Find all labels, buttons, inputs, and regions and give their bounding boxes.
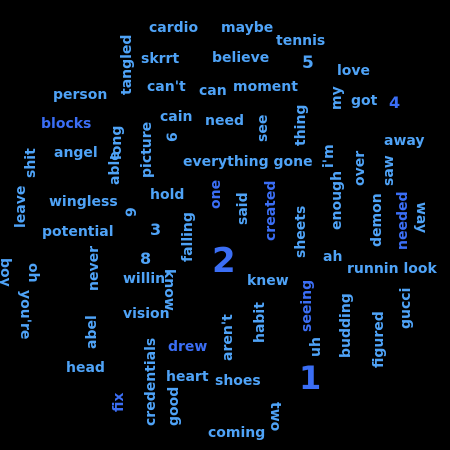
word-9: 9 bbox=[124, 207, 140, 217]
word-my: my bbox=[329, 86, 345, 110]
word-3: 3 bbox=[150, 220, 162, 239]
word-picture: picture bbox=[139, 121, 155, 178]
word-way: way bbox=[413, 202, 429, 234]
word-love: love bbox=[337, 63, 371, 79]
word-got: got bbox=[351, 93, 378, 109]
word-saw: saw bbox=[381, 155, 397, 186]
word-abel: abel bbox=[84, 315, 100, 349]
word-head: head bbox=[66, 360, 105, 376]
word-youre: you're bbox=[17, 290, 33, 340]
word-ah: ah bbox=[323, 249, 343, 265]
word-able: able bbox=[107, 151, 123, 185]
word-hold: hold bbox=[150, 187, 185, 203]
word-knew: knew bbox=[247, 273, 289, 289]
word-leave: leave bbox=[13, 185, 29, 228]
word-wingless: wingless bbox=[49, 194, 118, 210]
word-one: one bbox=[208, 179, 224, 209]
word-sheets: sheets bbox=[293, 205, 309, 258]
word-boy: boy bbox=[0, 258, 13, 287]
word-2: 2 bbox=[212, 241, 236, 281]
word-arent: aren't bbox=[220, 314, 236, 361]
word-6: 6 bbox=[165, 132, 181, 142]
word-good: good bbox=[166, 386, 182, 426]
word-potential: potential bbox=[42, 224, 114, 240]
word-4: 4 bbox=[389, 93, 401, 112]
word-enough: enough bbox=[329, 170, 345, 230]
word-5: 5 bbox=[302, 53, 314, 73]
word-coming: coming bbox=[208, 425, 266, 441]
word-cardio: cardio bbox=[149, 20, 199, 36]
word-blocks: blocks bbox=[41, 116, 92, 132]
word-can: can bbox=[199, 83, 227, 99]
word-oh: oh bbox=[25, 263, 41, 283]
word-know: know bbox=[161, 269, 177, 311]
word-im: i'm bbox=[321, 144, 337, 168]
word-maybe: maybe bbox=[221, 20, 274, 36]
word-cain: cain bbox=[160, 109, 193, 125]
word-thing: thing bbox=[293, 104, 309, 146]
word-runnin-look: runnin look bbox=[347, 261, 437, 277]
word-said: said bbox=[235, 192, 251, 225]
word-everything-gone: everything gone bbox=[183, 154, 313, 170]
word-vision: vision bbox=[123, 306, 170, 322]
word-shit: shit bbox=[23, 148, 39, 178]
word-habit: habit bbox=[252, 302, 268, 343]
word-demon: demon bbox=[369, 193, 385, 247]
word-tennis: tennis bbox=[276, 33, 326, 49]
word-created: created bbox=[263, 180, 279, 241]
word-willin: willin' bbox=[123, 271, 170, 287]
word-uh: uh bbox=[308, 337, 324, 357]
word-need: need bbox=[205, 113, 244, 129]
word-falling: falling bbox=[180, 212, 196, 262]
word-heart: heart bbox=[166, 369, 209, 385]
word-believe: believe bbox=[212, 50, 270, 66]
word-moment: moment bbox=[233, 79, 298, 95]
word-tangled: tangled bbox=[119, 34, 135, 95]
word-never: never bbox=[86, 246, 102, 291]
word-see: see bbox=[255, 114, 271, 142]
word-seeing: seeing bbox=[299, 279, 315, 332]
word-credentials: credentials bbox=[143, 337, 159, 426]
word-cant: can't bbox=[147, 79, 186, 95]
word-fix: fix bbox=[111, 392, 127, 412]
word-drew: drew bbox=[168, 339, 208, 355]
word-figured: figured bbox=[371, 311, 387, 368]
word-person: person bbox=[53, 87, 108, 103]
word-shoes: shoes bbox=[215, 373, 261, 389]
word-over: over bbox=[352, 150, 368, 186]
word-gucci: gucci bbox=[398, 287, 414, 329]
word-needed: needed bbox=[395, 191, 411, 251]
word-8: 8 bbox=[140, 249, 152, 268]
word-away: away bbox=[384, 133, 425, 149]
word-skrrt: skrrt bbox=[141, 51, 180, 67]
word-two: two bbox=[267, 402, 283, 432]
word-budding: budding bbox=[338, 293, 354, 358]
word-angel: angel bbox=[54, 145, 98, 161]
word-1: 1 bbox=[299, 359, 322, 397]
